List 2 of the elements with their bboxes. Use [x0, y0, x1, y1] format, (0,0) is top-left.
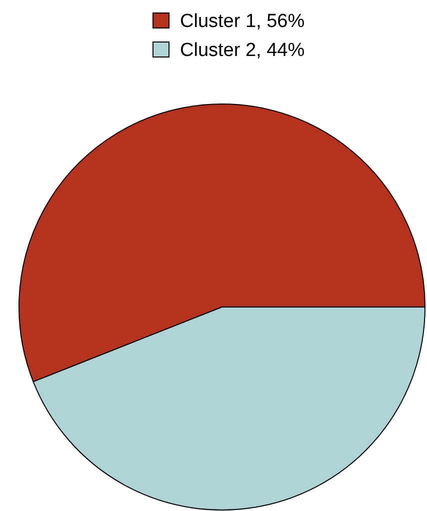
- legend-label: Cluster 1, 56%: [180, 11, 305, 32]
- legend-label: Cluster 2, 44%: [180, 40, 305, 61]
